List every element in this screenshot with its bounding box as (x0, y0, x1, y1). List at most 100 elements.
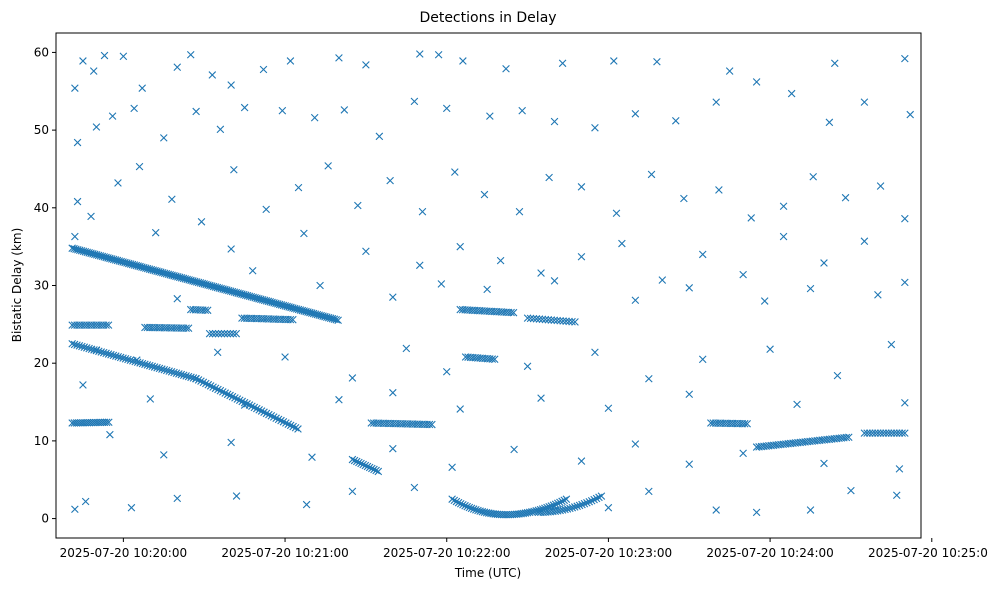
data-point-180 (160, 365, 169, 374)
data-point-686 (348, 374, 357, 382)
x-tick-label-1: 2025-07-20 10:21:00 (221, 546, 348, 560)
data-point-541 (551, 500, 560, 509)
data-point-147 (80, 343, 89, 351)
data-point-715 (631, 440, 640, 448)
data-point-485 (882, 429, 890, 437)
data-point-404 (490, 355, 499, 364)
data-point-544 (558, 497, 566, 506)
data-point-195 (194, 376, 203, 384)
data-point-632 (294, 183, 303, 192)
data-point-238 (350, 456, 359, 465)
data-point-621 (825, 118, 834, 127)
data-point-417 (559, 317, 567, 325)
data-point-221 (257, 407, 266, 415)
data-point-666 (779, 232, 788, 241)
data-point-611 (442, 104, 451, 113)
data-point-201 (209, 383, 217, 391)
data-point-589 (434, 50, 443, 59)
data-point-699 (335, 395, 343, 404)
data-point-185 (172, 369, 181, 377)
data-point-725 (302, 500, 311, 509)
data-point-658 (456, 242, 464, 251)
data-point-301 (182, 324, 190, 332)
data-point-267 (105, 418, 113, 427)
data-point-505 (474, 506, 482, 515)
data-point-323 (286, 315, 295, 324)
data-point-601 (130, 104, 138, 113)
data-point-161 (114, 352, 123, 361)
data-point-412 (544, 316, 553, 324)
data-point-633 (324, 162, 332, 170)
data-point-728 (550, 502, 559, 510)
data-point-184 (170, 368, 178, 377)
data-point-478 (863, 429, 871, 437)
data-point-588 (415, 50, 424, 58)
data-point-567 (583, 498, 591, 507)
data-point-191 (187, 373, 195, 382)
data-point-609 (375, 132, 384, 141)
data-point-720 (71, 505, 79, 514)
data-point-224 (265, 410, 273, 419)
data-point-172 (141, 360, 149, 369)
y-tick-label-4: 40 (34, 201, 49, 215)
data-point-142 (68, 339, 76, 348)
data-point-232 (284, 420, 293, 428)
data-point-241 (357, 459, 365, 468)
data-point-144 (73, 341, 81, 349)
data-point-713 (510, 445, 518, 454)
data-point-414 (550, 316, 559, 325)
data-point-197 (199, 378, 208, 387)
data-point-235 (291, 423, 300, 432)
data-point-504 (472, 506, 480, 514)
data-point-497 (456, 499, 465, 508)
data-point-410 (538, 315, 547, 324)
data-point-543 (556, 498, 564, 507)
data-point-179 (158, 365, 166, 373)
data-point-643 (647, 170, 656, 179)
data-point-595 (725, 67, 734, 75)
data-point-696 (79, 381, 87, 389)
data-point-406 (526, 314, 535, 323)
data-point-188 (179, 371, 188, 380)
data-point-187 (177, 370, 186, 379)
data-point-668 (860, 237, 869, 246)
data-point-339 (223, 329, 232, 338)
data-point-723 (173, 494, 182, 503)
y-axis: 0 10 20 30 40 50 60 (34, 45, 56, 526)
data-point-418 (562, 317, 570, 326)
data-point-575 (79, 57, 87, 65)
data-point-663 (658, 276, 667, 284)
data-point-716 (685, 460, 694, 468)
data-point-230 (279, 418, 288, 426)
data-point-583 (227, 81, 235, 89)
data-point-415 (553, 316, 562, 325)
data-point-204 (216, 386, 225, 395)
data-point-158 (107, 350, 115, 359)
data-point-403 (488, 355, 497, 363)
data-point-154 (97, 348, 106, 356)
data-point-182 (165, 367, 173, 375)
data-point-721 (81, 497, 90, 506)
data-point-645 (715, 186, 723, 194)
data-point-642 (612, 209, 621, 218)
data-point-703 (604, 404, 613, 413)
data-point-709 (227, 438, 235, 447)
data-point-151 (90, 346, 98, 354)
data-point-711 (389, 444, 397, 453)
data-point-181 (162, 366, 171, 375)
data-point-484 (879, 429, 888, 437)
data-point-494 (450, 496, 459, 505)
data-point-708 (159, 451, 168, 459)
data-point-199 (204, 380, 213, 389)
data-point-177 (153, 363, 161, 372)
data-point-644 (680, 194, 688, 203)
data-point-640 (545, 173, 553, 182)
y-tick-label-0: 0 (41, 512, 49, 526)
data-point-706 (901, 399, 909, 407)
data-point-648 (809, 172, 818, 181)
data-point-202 (211, 384, 220, 393)
data-point-625 (87, 212, 95, 221)
data-point-638 (480, 190, 489, 199)
data-point-266 (102, 418, 111, 427)
data-point-249 (374, 467, 383, 476)
